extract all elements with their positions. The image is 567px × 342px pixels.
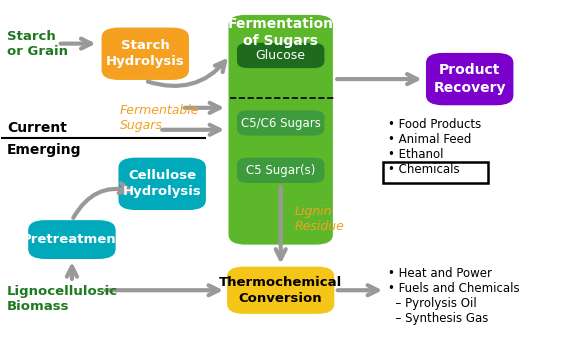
Text: Lignin
Residue: Lignin Residue <box>295 205 345 233</box>
Text: Fermentable
Sugars: Fermentable Sugars <box>120 104 199 132</box>
Text: Cellulose
Hydrolysis: Cellulose Hydrolysis <box>123 169 201 198</box>
Text: Fermentation
of Sugars: Fermentation of Sugars <box>228 17 333 48</box>
FancyBboxPatch shape <box>101 28 189 80</box>
Text: Lignocellulosic
Biomass: Lignocellulosic Biomass <box>7 285 118 313</box>
Text: Starch
Hydrolysis: Starch Hydrolysis <box>106 39 185 68</box>
Text: Pretreatment: Pretreatment <box>22 233 122 246</box>
FancyBboxPatch shape <box>237 110 324 136</box>
FancyBboxPatch shape <box>227 267 335 314</box>
FancyBboxPatch shape <box>229 15 333 245</box>
Text: C5/C6 Sugars: C5/C6 Sugars <box>241 117 320 130</box>
Text: • Heat and Power
• Fuels and Chemicals
  – Pyrolysis Oil
  – Synthesis Gas: • Heat and Power • Fuels and Chemicals –… <box>388 267 519 325</box>
FancyBboxPatch shape <box>237 43 324 68</box>
Text: Current: Current <box>7 121 67 135</box>
FancyBboxPatch shape <box>28 220 116 259</box>
Text: C5 Sugar(s): C5 Sugar(s) <box>246 164 315 177</box>
Text: Product
Recovery: Product Recovery <box>433 64 506 95</box>
Text: Starch
or Grain: Starch or Grain <box>7 30 68 57</box>
Text: Emerging: Emerging <box>7 143 82 157</box>
Text: Glucose: Glucose <box>256 49 306 62</box>
Text: Thermochemical
Conversion: Thermochemical Conversion <box>219 276 342 305</box>
FancyBboxPatch shape <box>119 158 206 210</box>
FancyBboxPatch shape <box>426 53 514 105</box>
Text: • Food Products
• Animal Feed
• Ethanol
• Chemicals: • Food Products • Animal Feed • Ethanol … <box>388 118 481 176</box>
FancyBboxPatch shape <box>237 158 324 183</box>
